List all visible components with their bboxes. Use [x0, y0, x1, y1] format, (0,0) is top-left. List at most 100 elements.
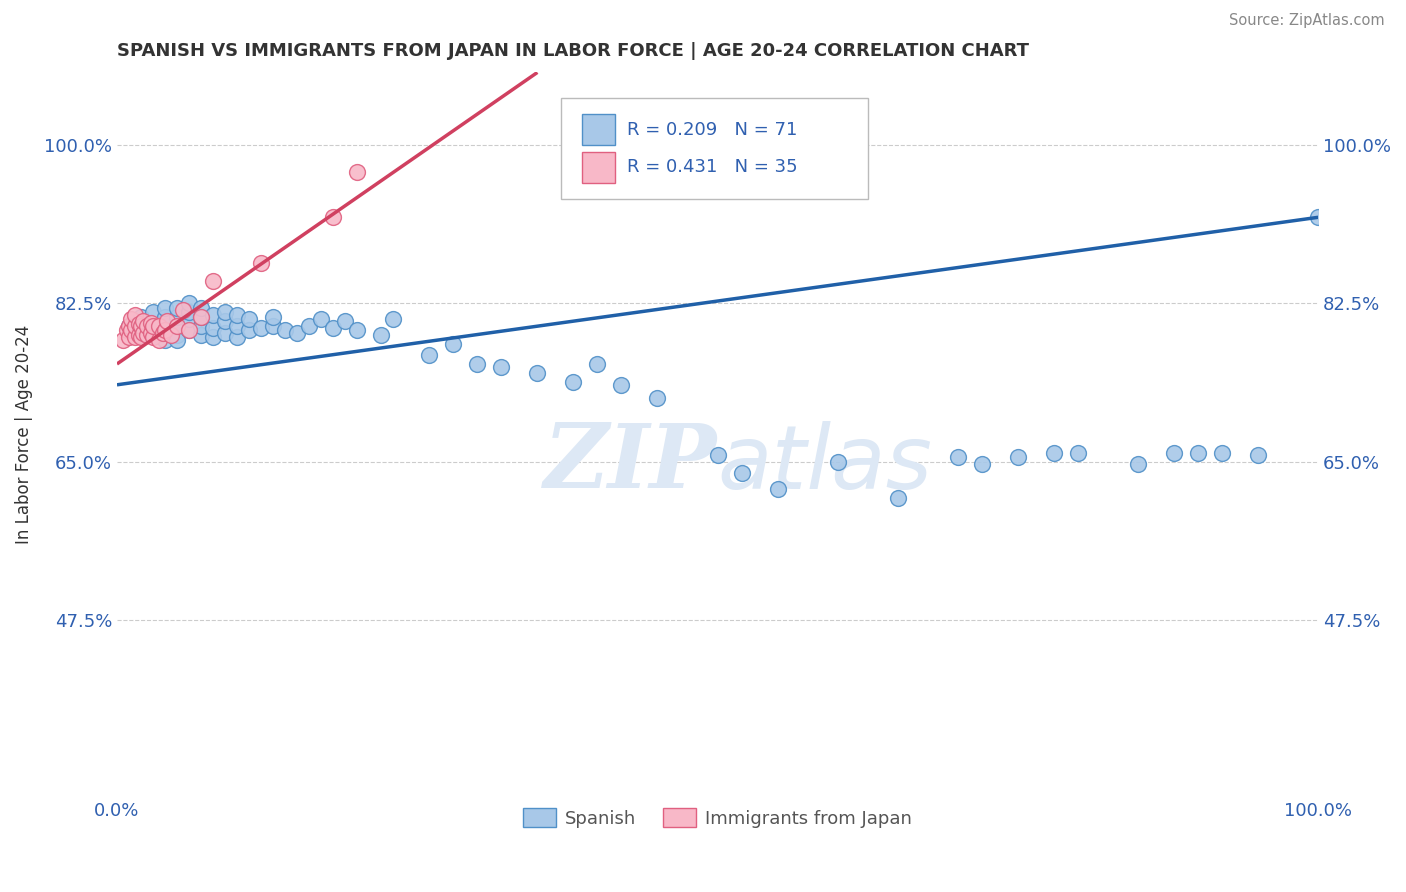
Point — [139, 326, 162, 341]
Point — [177, 305, 200, 319]
Point — [1211, 446, 1233, 460]
Point — [465, 357, 488, 371]
Point — [115, 323, 138, 337]
Point — [1247, 448, 1270, 462]
Point — [129, 310, 152, 324]
Text: Source: ZipAtlas.com: Source: ZipAtlas.com — [1229, 13, 1385, 28]
FancyBboxPatch shape — [561, 98, 868, 199]
Point — [886, 491, 908, 505]
Point — [139, 316, 162, 330]
Point — [124, 308, 146, 322]
Point — [190, 310, 212, 324]
Point — [136, 328, 159, 343]
Point — [190, 318, 212, 333]
Point — [441, 337, 464, 351]
Point — [730, 466, 752, 480]
Point — [177, 296, 200, 310]
Point — [1007, 450, 1029, 465]
Point — [156, 314, 179, 328]
Point — [118, 318, 141, 333]
Point — [190, 301, 212, 315]
Point — [124, 318, 146, 333]
Point — [166, 301, 188, 315]
Point — [202, 274, 225, 288]
Point — [250, 255, 273, 269]
FancyBboxPatch shape — [582, 153, 616, 183]
Point — [118, 318, 141, 333]
Point — [153, 323, 176, 337]
Point — [129, 328, 152, 343]
Point — [118, 330, 141, 344]
Point — [370, 328, 392, 343]
Point — [177, 323, 200, 337]
Text: atlas: atlas — [717, 421, 932, 507]
Point — [418, 348, 440, 362]
Point — [153, 333, 176, 347]
Point — [526, 366, 548, 380]
Point — [202, 308, 225, 322]
Point — [346, 323, 368, 337]
Point — [1067, 446, 1090, 460]
Point — [142, 305, 165, 319]
Point — [274, 323, 297, 337]
Point — [946, 450, 969, 465]
Point — [160, 328, 183, 343]
Point — [166, 328, 188, 343]
Point — [129, 330, 152, 344]
FancyBboxPatch shape — [582, 114, 616, 145]
Point — [152, 326, 174, 341]
Point — [262, 318, 284, 333]
Point — [346, 165, 368, 179]
Point — [382, 311, 405, 326]
Point — [970, 457, 993, 471]
Point — [153, 318, 176, 333]
Point — [190, 310, 212, 324]
Text: SPANISH VS IMMIGRANTS FROM JAPAN IN LABOR FORCE | AGE 20-24 CORRELATION CHART: SPANISH VS IMMIGRANTS FROM JAPAN IN LABO… — [117, 42, 1029, 60]
Point — [610, 377, 633, 392]
Point — [202, 320, 225, 334]
Point — [128, 328, 150, 343]
Point — [586, 357, 609, 371]
Point — [226, 330, 249, 344]
Point — [827, 455, 849, 469]
Point — [262, 310, 284, 324]
Point — [298, 318, 321, 333]
Point — [766, 482, 789, 496]
Point — [190, 328, 212, 343]
Point — [214, 326, 236, 341]
Point — [226, 318, 249, 333]
Point — [491, 359, 513, 374]
Point — [177, 323, 200, 337]
Point — [142, 330, 165, 344]
Y-axis label: In Labor Force | Age 20-24: In Labor Force | Age 20-24 — [15, 325, 32, 544]
Point — [285, 326, 308, 341]
Point — [142, 318, 165, 333]
Point — [148, 333, 170, 347]
Point — [136, 318, 159, 333]
Point — [1187, 446, 1209, 460]
Point — [177, 311, 200, 326]
Legend: Spanish, Immigrants from Japan: Spanish, Immigrants from Japan — [516, 801, 920, 835]
Point — [706, 448, 728, 462]
Point — [202, 330, 225, 344]
Point — [647, 392, 669, 406]
Text: ZIP: ZIP — [544, 420, 717, 507]
Point — [132, 314, 155, 328]
Point — [120, 323, 142, 337]
Point — [132, 326, 155, 341]
Point — [166, 310, 188, 324]
Point — [153, 310, 176, 324]
Point — [335, 314, 357, 328]
Point — [166, 333, 188, 347]
Point — [166, 318, 188, 333]
Point — [120, 311, 142, 326]
Point — [562, 375, 585, 389]
Point — [153, 301, 176, 315]
Point — [1163, 446, 1185, 460]
Point — [142, 328, 165, 343]
Point — [250, 320, 273, 334]
Point — [226, 308, 249, 322]
Point — [1308, 211, 1330, 225]
Point — [148, 318, 170, 333]
Point — [322, 211, 344, 225]
